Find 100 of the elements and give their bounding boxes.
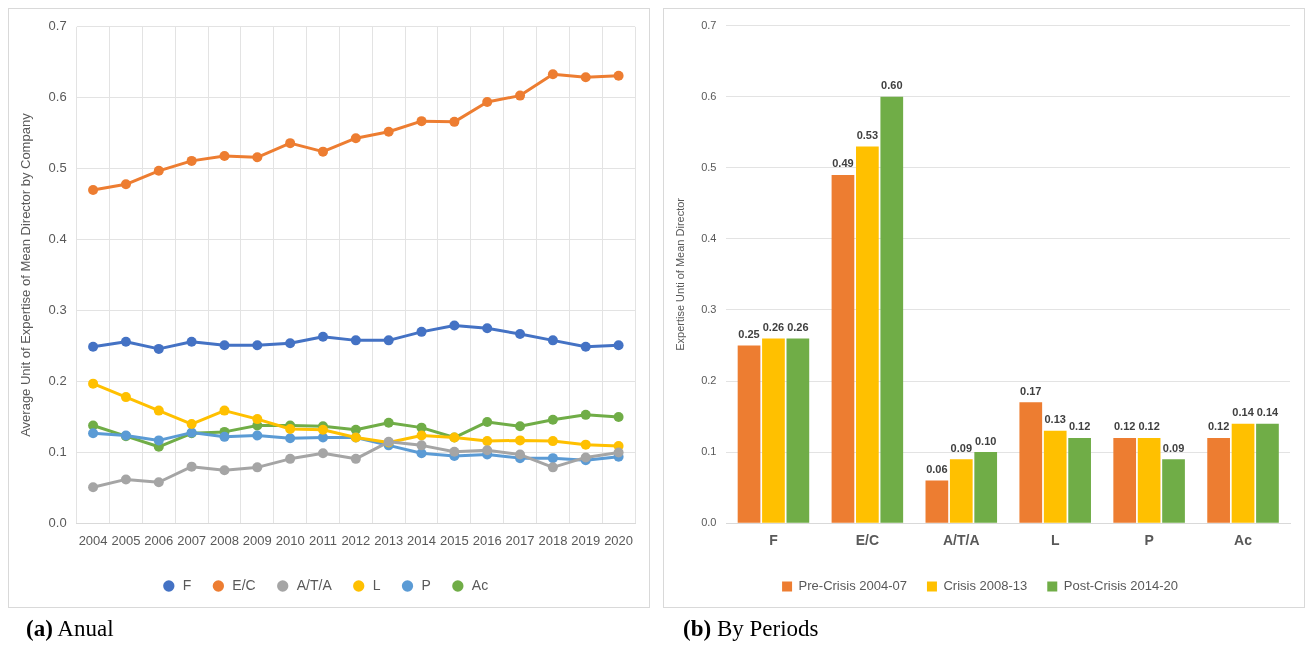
point	[416, 440, 427, 451]
point	[383, 417, 394, 428]
x-tick-label: A/T/A	[943, 532, 980, 549]
data-label: 0.09	[1162, 441, 1185, 454]
x-tick-label: 2006	[144, 532, 174, 548]
x-tick-label: 2012	[341, 532, 371, 548]
point	[383, 126, 394, 137]
point	[449, 446, 460, 457]
point	[613, 340, 624, 351]
point	[317, 146, 328, 157]
point	[547, 453, 558, 464]
point	[515, 90, 526, 101]
x-tick-label: 2007	[177, 532, 207, 548]
y-tick-label: 0.4	[48, 231, 67, 247]
y-axis-title: Expertise Unti of Mean Director	[673, 197, 686, 351]
point	[350, 335, 361, 346]
legend-label: E/C	[232, 576, 256, 593]
point	[153, 477, 164, 488]
point	[285, 338, 296, 349]
point	[449, 116, 460, 127]
point	[88, 184, 99, 195]
y-tick-label: 0.5	[48, 160, 67, 176]
point	[285, 453, 296, 464]
data-label: 0.14	[1256, 406, 1280, 419]
point	[219, 340, 230, 351]
bar	[1068, 437, 1091, 523]
point	[252, 414, 263, 425]
x-tick-label: 2004	[78, 532, 108, 548]
point	[186, 461, 197, 472]
point	[350, 133, 361, 144]
data-label: 0.10	[974, 434, 997, 447]
point	[252, 152, 263, 163]
bar	[856, 146, 879, 523]
bar	[1137, 437, 1161, 523]
data-label: 0.53	[856, 128, 879, 141]
point	[219, 150, 230, 161]
y-tick-label: 0.6	[48, 89, 67, 105]
point	[153, 405, 164, 416]
data-label: 0.25	[738, 328, 760, 341]
x-tick-label: 2019	[571, 532, 601, 548]
x-tick-label: L	[1050, 532, 1060, 549]
y-tick-label: 0.2	[48, 373, 67, 389]
x-tick-label: 2018	[538, 532, 568, 548]
bar	[1256, 423, 1279, 523]
legend-label: Crisis 2008-13	[943, 578, 1028, 594]
point	[482, 436, 493, 447]
point	[186, 336, 197, 347]
legend-label: L	[372, 576, 381, 593]
point	[350, 453, 361, 464]
point	[153, 435, 164, 446]
y-tick-label: 0.7	[701, 18, 717, 31]
point	[88, 428, 99, 439]
x-tick-label: 2005	[111, 532, 141, 548]
y-tick-label: 0.6	[701, 89, 717, 102]
point	[285, 433, 296, 444]
data-label: 0.49	[832, 157, 854, 170]
x-tick-label: 2015	[439, 532, 469, 548]
bar	[762, 338, 785, 523]
x-tick-label: 2010	[275, 532, 305, 548]
point	[482, 97, 493, 107]
text: (b) By Periods	[683, 616, 820, 642]
x-tick-label: 2020	[604, 532, 634, 548]
data-label: 0.13	[1044, 413, 1066, 426]
point	[120, 392, 131, 403]
legend-label: Pre-Crisis 2004-07	[798, 578, 907, 594]
point	[482, 445, 493, 456]
y-tick-label: 0.0	[48, 514, 67, 530]
point	[88, 378, 99, 389]
point	[515, 449, 526, 460]
point	[547, 414, 558, 425]
x-tick-label: 2009	[242, 532, 272, 548]
data-label: 0.26	[787, 320, 809, 333]
point	[580, 439, 591, 450]
point	[252, 340, 263, 351]
x-tick-label: E/C	[855, 532, 880, 549]
data-label: 0.26	[762, 320, 785, 333]
y-tick-label: 0.2	[701, 374, 717, 387]
point	[547, 436, 558, 447]
y-tick-label: 0.4	[701, 231, 717, 244]
point	[186, 155, 197, 166]
x-tick-label: 2011	[309, 532, 337, 548]
legend-label: F	[182, 576, 192, 593]
point	[580, 72, 591, 83]
point	[153, 165, 164, 176]
point	[482, 416, 493, 427]
point	[580, 409, 591, 420]
legend-label: A/T/A	[296, 576, 333, 593]
point	[252, 430, 263, 441]
bar	[1113, 437, 1137, 523]
point	[547, 462, 558, 473]
point	[219, 431, 230, 442]
text: (a) Anual	[26, 616, 115, 642]
point	[613, 447, 624, 458]
point	[153, 343, 164, 354]
point	[120, 474, 131, 485]
y-tick-label: 0.1	[701, 445, 717, 458]
bar	[1043, 430, 1067, 523]
point	[613, 70, 624, 81]
point	[515, 435, 526, 446]
x-tick-label: P	[1144, 532, 1154, 549]
